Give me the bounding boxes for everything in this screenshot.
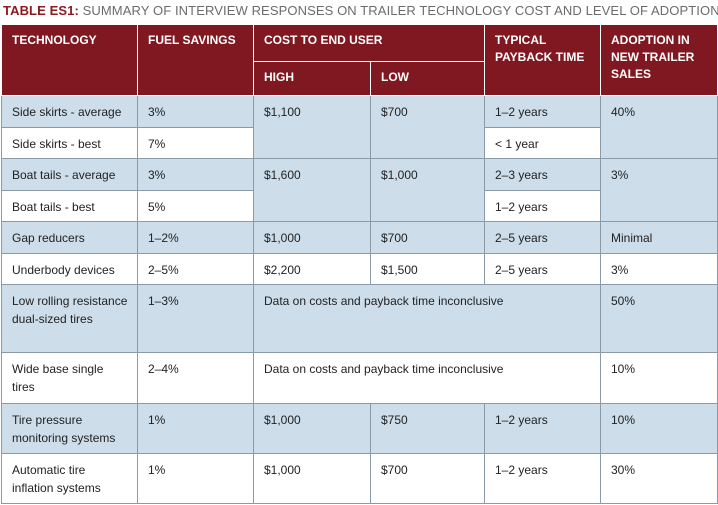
cell-cost-high: $1,000 — [253, 453, 371, 504]
cell-cost-low: $700 — [370, 94, 485, 160]
table-row: Low rolling resistance dual-sized tires … — [1, 284, 718, 354]
cell-technology: Wide base single tires — [1, 352, 138, 405]
table-row: Wide base single tires 2–4% Data on cost… — [1, 352, 718, 405]
cell-adoption: 3% — [600, 158, 718, 223]
cell-technology: Boat tails - average — [1, 158, 138, 191]
cell-payback: 2–3 years — [484, 158, 601, 191]
cell-inconclusive-note: Data on costs and payback time inconclus… — [253, 352, 601, 405]
cell-adoption: 3% — [600, 252, 718, 286]
cell-fuel-savings: 5% — [137, 189, 254, 223]
header-cost-to-end-user: COST TO END USER — [253, 24, 485, 62]
cell-adoption: 10% — [600, 403, 718, 455]
cell-cost-high: $1,000 — [253, 403, 371, 455]
table-row: Underbody devices 2–5% $2,200 $1,500 2–5… — [1, 252, 718, 286]
cell-fuel-savings: 1% — [137, 453, 254, 504]
cell-fuel-savings: 3% — [137, 158, 254, 191]
header-cost-high: HIGH — [253, 61, 371, 96]
table-row: Side skirts - best 7% < 1 year — [1, 126, 718, 160]
cell-adoption: 30% — [600, 453, 718, 504]
header-cost-low: LOW — [370, 61, 485, 96]
cell-adoption: 10% — [600, 352, 718, 405]
table-row: Automatic tire inflation systems 1% $1,0… — [1, 453, 718, 504]
cell-cost-low: $1,000 — [370, 158, 485, 223]
technology-cost-table: TECHNOLOGY FUEL SAVINGS COST TO END USER… — [1, 24, 718, 504]
table-row: Boat tails - average 3% $1,600 $1,000 2–… — [1, 158, 718, 223]
table-row: Side skirts - average 3% $1,100 $700 1–2… — [1, 94, 718, 160]
cell-cost-low: $700 — [370, 221, 485, 254]
cell-fuel-savings: 3% — [137, 95, 254, 128]
cell-inconclusive-note: Data on costs and payback time inconclus… — [253, 284, 601, 354]
header-adoption: ADOPTION IN NEW TRAILER SALES — [600, 24, 718, 96]
cell-technology: Side skirts - average — [1, 95, 138, 128]
cell-technology: Gap reducers — [1, 221, 138, 254]
cell-payback: 2–5 years — [484, 252, 601, 286]
cell-technology: Side skirts - best — [1, 126, 138, 160]
cell-cost-low: $1,500 — [370, 252, 485, 286]
table-row: Gap reducers 1–2% $1,000 $700 2–5 years … — [1, 221, 718, 254]
cell-cost-low: $750 — [370, 403, 485, 455]
cell-payback: 1–2 years — [484, 403, 601, 455]
cell-payback: 1–2 years — [484, 189, 601, 223]
header-technology: TECHNOLOGY — [1, 24, 138, 96]
cell-fuel-savings: 1–3% — [137, 284, 254, 354]
cell-technology: Boat tails - best — [1, 189, 138, 223]
cell-adoption: Minimal — [600, 221, 718, 254]
cell-technology: Underbody devices — [1, 252, 138, 286]
cell-fuel-savings: 1–2% — [137, 221, 254, 254]
caption-text: SUMMARY OF INTERVIEW RESPONSES ON TRAILE… — [82, 3, 718, 18]
caption-label: TABLE ES1: — [3, 3, 79, 18]
header-fuel-savings: FUEL SAVINGS — [137, 24, 254, 96]
cell-adoption: 40% — [600, 94, 718, 160]
cell-cost-low: $700 — [370, 453, 485, 504]
cell-payback: 2–5 years — [484, 221, 601, 254]
table-caption: TABLE ES1: SUMMARY OF INTERVIEW RESPONSE… — [3, 3, 718, 19]
table-row: Boat tails - best 5% 1–2 years — [1, 189, 718, 223]
cell-fuel-savings: 2–4% — [137, 352, 254, 405]
cell-technology: Tire pressure monitoring systems — [1, 403, 138, 455]
cell-fuel-savings: 1% — [137, 403, 254, 455]
header-payback-time: TYPICAL PAYBACK TIME — [484, 24, 601, 96]
cell-cost-high: $1,100 — [253, 94, 371, 160]
cell-technology: Low rolling resistance dual-sized tires — [1, 284, 138, 354]
cell-payback: 1–2 years — [484, 453, 601, 504]
cell-cost-high: $1,000 — [253, 221, 371, 254]
cell-technology: Automatic tire inflation systems — [1, 453, 138, 504]
cell-fuel-savings: 2–5% — [137, 252, 254, 286]
cell-payback: < 1 year — [484, 126, 601, 160]
cell-payback: 1–2 years — [484, 95, 601, 128]
table-row: Tire pressure monitoring systems 1% $1,0… — [1, 403, 718, 455]
cell-cost-high: $2,200 — [253, 252, 371, 286]
cell-cost-high: $1,600 — [253, 158, 371, 223]
cell-fuel-savings: 7% — [137, 126, 254, 160]
cell-adoption: 50% — [600, 284, 718, 354]
